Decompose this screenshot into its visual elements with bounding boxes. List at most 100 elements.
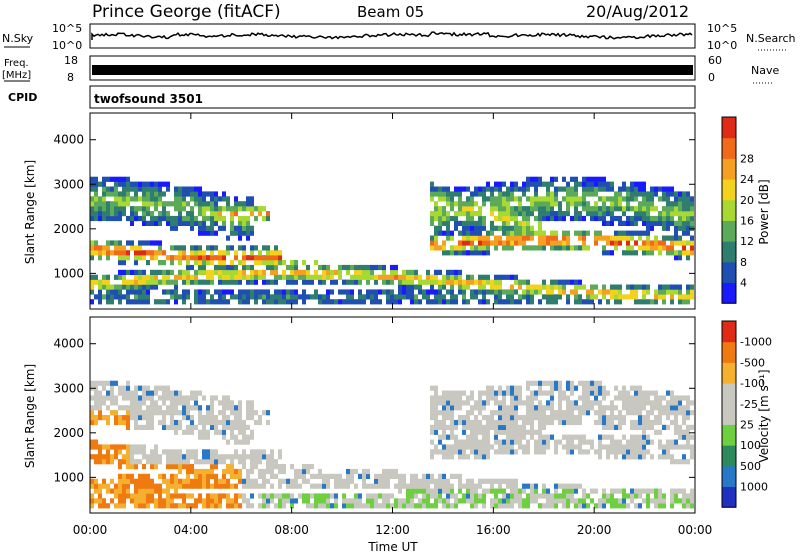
range-cell bbox=[94, 415, 98, 421]
range-cell bbox=[634, 439, 638, 445]
range-cell bbox=[222, 294, 226, 300]
range-cell bbox=[654, 415, 658, 421]
range-cell bbox=[114, 274, 118, 280]
range-cell bbox=[402, 284, 406, 290]
range-cell bbox=[146, 493, 150, 499]
range-cell bbox=[390, 279, 394, 285]
range-cell bbox=[494, 395, 498, 401]
range-cell bbox=[538, 299, 542, 305]
range-cell bbox=[162, 191, 166, 197]
range-cell bbox=[266, 410, 270, 416]
range-cell bbox=[190, 405, 194, 411]
range-cell bbox=[302, 294, 306, 300]
range-cell bbox=[414, 299, 418, 305]
range-cell bbox=[98, 211, 102, 217]
range-cell bbox=[358, 299, 362, 305]
range-cell bbox=[618, 186, 622, 192]
range-cell bbox=[122, 245, 126, 251]
range-cell bbox=[566, 245, 570, 251]
range-cell bbox=[462, 211, 466, 217]
range-cell bbox=[218, 250, 222, 256]
range-cell bbox=[202, 206, 206, 212]
range-cell bbox=[478, 230, 482, 236]
range-cell bbox=[166, 424, 170, 430]
range-cell bbox=[222, 260, 226, 266]
range-cell bbox=[254, 478, 258, 484]
range-cell bbox=[554, 294, 558, 300]
range-cell bbox=[142, 201, 146, 207]
range-cell bbox=[622, 400, 626, 406]
range-cell bbox=[658, 289, 662, 295]
range-cell bbox=[338, 473, 342, 479]
range-cell bbox=[510, 294, 514, 300]
range-cell bbox=[130, 240, 134, 246]
range-cell bbox=[634, 181, 638, 187]
range-cell bbox=[438, 294, 442, 300]
range-cell bbox=[578, 201, 582, 207]
range-cell bbox=[170, 415, 174, 421]
range-cell bbox=[178, 390, 182, 396]
range-cell bbox=[462, 449, 466, 455]
range-cell bbox=[258, 415, 262, 421]
range-cell bbox=[378, 483, 382, 489]
range-cell bbox=[230, 245, 234, 251]
range-cell bbox=[498, 186, 502, 192]
range-cell bbox=[118, 459, 122, 465]
range-cell bbox=[526, 439, 530, 445]
range-cell bbox=[530, 206, 534, 212]
range-cell bbox=[302, 464, 306, 470]
range-cell bbox=[554, 410, 558, 416]
range-cell bbox=[110, 211, 114, 217]
range-cell bbox=[658, 215, 662, 222]
range-cell bbox=[654, 405, 658, 411]
range-cell bbox=[546, 299, 550, 305]
range-cell bbox=[102, 250, 106, 256]
range-cell bbox=[502, 299, 506, 305]
range-cell bbox=[474, 424, 478, 430]
range-cell bbox=[366, 503, 370, 509]
range-cell bbox=[546, 201, 550, 207]
range-cell bbox=[106, 449, 110, 455]
range-cell bbox=[210, 410, 214, 416]
range-cell bbox=[106, 419, 110, 426]
range-cell bbox=[526, 181, 530, 187]
range-cell bbox=[354, 299, 358, 305]
range-cell bbox=[242, 424, 246, 430]
range-cell bbox=[642, 439, 646, 445]
range-cell bbox=[470, 250, 474, 256]
range-cell bbox=[686, 444, 690, 450]
range-cell bbox=[170, 493, 174, 499]
range-cell bbox=[530, 419, 534, 426]
range-cell bbox=[514, 274, 518, 280]
range-cell bbox=[670, 400, 674, 406]
range-cell bbox=[230, 279, 234, 285]
range-cell bbox=[178, 220, 182, 226]
range-cell bbox=[530, 483, 534, 489]
range-cell bbox=[302, 299, 306, 305]
range-cell bbox=[142, 191, 146, 197]
range-cell bbox=[546, 181, 550, 187]
range-cell bbox=[274, 255, 278, 261]
range-cell bbox=[146, 240, 150, 246]
range-cell bbox=[518, 206, 522, 212]
range-cell bbox=[630, 385, 634, 391]
range-cell bbox=[646, 400, 650, 406]
range-cell bbox=[530, 390, 534, 396]
range-cell bbox=[174, 405, 178, 411]
range-cell bbox=[446, 299, 450, 305]
range-cell bbox=[666, 211, 670, 217]
range-cell bbox=[454, 191, 458, 197]
range-cell bbox=[358, 269, 362, 275]
range-cell bbox=[106, 390, 110, 396]
range-cell bbox=[222, 493, 226, 499]
range-cell bbox=[202, 498, 206, 504]
range-cell bbox=[90, 211, 94, 217]
range-cell bbox=[230, 459, 234, 465]
range-cell bbox=[170, 220, 174, 226]
range-cell bbox=[438, 395, 442, 401]
range-cell bbox=[526, 385, 530, 391]
range-cell bbox=[134, 191, 138, 197]
range-cell bbox=[558, 498, 562, 504]
range-cell bbox=[502, 220, 506, 226]
range-cell bbox=[542, 390, 546, 396]
